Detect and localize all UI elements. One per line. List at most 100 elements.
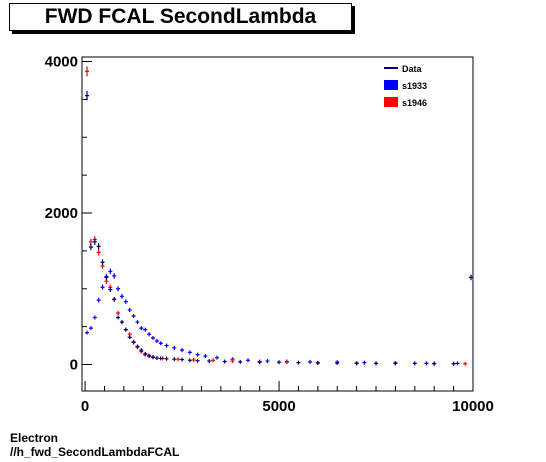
data-point [123, 327, 128, 332]
data-point [354, 361, 359, 366]
data-point [139, 348, 144, 353]
data-point [143, 327, 148, 332]
data-point [150, 335, 155, 340]
data-point [315, 360, 320, 365]
data-point [277, 360, 282, 365]
data-point [451, 361, 456, 366]
x-tick-label: 10000 [452, 398, 494, 415]
legend-label: s1946 [402, 98, 427, 108]
data-point [180, 348, 185, 353]
data-point [265, 359, 270, 364]
data-point [127, 335, 132, 340]
plot-frame [81, 56, 474, 392]
data-point [119, 320, 124, 325]
legend-label: s1933 [402, 81, 427, 91]
data-point [296, 360, 301, 365]
data-point [335, 360, 340, 365]
data-point [176, 357, 181, 362]
data-point [96, 243, 101, 250]
data-point [308, 359, 313, 364]
data-point [88, 326, 93, 331]
data-point [455, 361, 460, 366]
data-point [211, 358, 216, 363]
data-point [112, 297, 117, 302]
data-point [104, 274, 109, 281]
footer-particle-label: Electron [10, 431, 59, 445]
data-point [246, 358, 251, 363]
data-point [85, 330, 90, 335]
y-tick-label: 2000 [45, 205, 78, 222]
data-point [135, 345, 140, 350]
data-point [147, 332, 152, 337]
data-point [195, 358, 200, 363]
data-point [147, 354, 152, 359]
data-point [230, 359, 235, 364]
data-point [116, 286, 121, 292]
data-point [135, 320, 140, 325]
data-point [85, 66, 90, 77]
data-point [116, 315, 121, 320]
chart-title: FWD FCAL SecondLambda [9, 3, 352, 31]
data-point [143, 351, 148, 356]
data-point [85, 90, 90, 101]
y-tick-label: 4000 [45, 54, 78, 71]
legend-swatch-s1946 [384, 97, 398, 107]
series-data [85, 90, 474, 366]
data-point [108, 286, 113, 293]
data-point [108, 268, 113, 275]
data-point [222, 359, 227, 364]
data-point [374, 361, 379, 366]
data-point [150, 355, 155, 360]
data-point [187, 350, 192, 355]
footer-histogram-path: //h_fwd_SecondLambdaFCAL [10, 445, 180, 459]
data-point [131, 340, 136, 345]
data-point [92, 238, 97, 246]
data-point [158, 356, 163, 361]
x-tick-label: 5000 [262, 398, 295, 415]
legend-label: Data [402, 64, 423, 74]
data-point [284, 360, 289, 365]
data-point [119, 293, 124, 299]
data-point [432, 361, 437, 366]
data-point [116, 310, 121, 316]
data-point [154, 339, 159, 344]
data-point [154, 356, 159, 361]
data-point [172, 345, 177, 350]
data-point [100, 284, 105, 290]
legend: Data s1933 s1946 [384, 64, 427, 108]
data-point [131, 313, 136, 319]
data-point [180, 357, 185, 362]
data-point [238, 359, 243, 364]
legend-swatch-s1933 [384, 80, 398, 90]
data-point [203, 354, 208, 359]
data-point [362, 360, 367, 365]
data-point [463, 361, 468, 366]
data-point [257, 360, 262, 365]
data-point [164, 356, 169, 361]
data-point [164, 343, 169, 348]
data-point [88, 243, 93, 251]
data-point [469, 274, 474, 281]
y-tick-label: 0 [70, 356, 78, 373]
data-point [191, 357, 196, 362]
data-point [207, 359, 212, 364]
data-point [214, 355, 219, 360]
data-point [195, 352, 200, 357]
data-point [112, 273, 117, 279]
data-point [88, 238, 93, 246]
data-point [123, 299, 128, 304]
data-point [393, 361, 398, 366]
data-point [96, 297, 101, 303]
data-point [172, 357, 177, 362]
data-point [100, 259, 105, 266]
x-tick-label: 0 [81, 398, 89, 415]
data-point [412, 361, 417, 366]
data-point [158, 341, 163, 346]
chart-title-text: FWD FCAL SecondLambda [44, 5, 317, 28]
data-point [187, 358, 192, 363]
data-point [424, 361, 429, 366]
data-point [127, 307, 132, 313]
data-point [92, 315, 97, 320]
data-point [96, 249, 101, 256]
